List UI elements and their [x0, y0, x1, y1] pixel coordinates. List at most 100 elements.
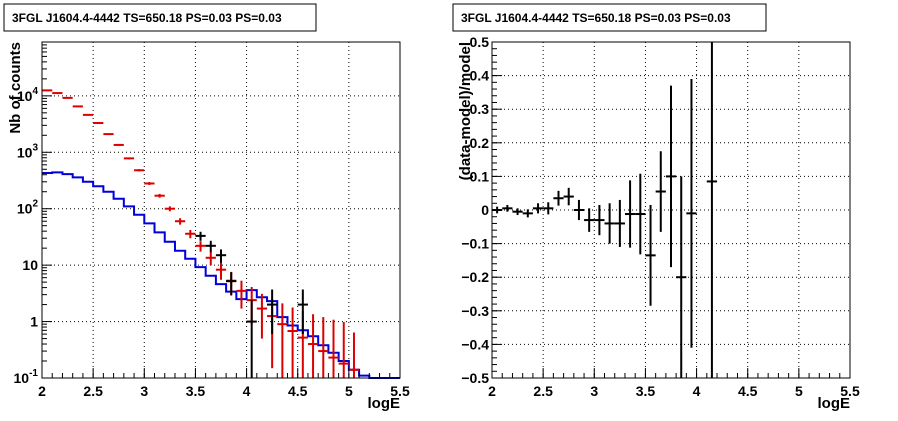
residual-point: [532, 203, 544, 214]
left-x-tick-label: 3.5: [186, 383, 206, 399]
residual-point: [686, 78, 697, 348]
red-point: [103, 133, 114, 136]
red-point: [338, 322, 349, 378]
red-point: [113, 143, 124, 146]
left-x-tick-label: 4.5: [288, 383, 308, 399]
data-point: [226, 272, 237, 296]
residual-point: [635, 173, 646, 255]
residual-point: [604, 203, 615, 244]
residual-point: [614, 199, 625, 247]
right-y-tick-label: 0: [481, 202, 489, 218]
right-y-tick-label: −0.5: [461, 370, 489, 386]
red-point: [154, 193, 165, 198]
residual-point: [573, 199, 585, 221]
right-y-axis-title: (data-model)/model: [457, 42, 474, 180]
red-point: [52, 92, 63, 95]
right-panel: 3FGL J1604.4-4442 TS=650.18 PS=0.03 PS=0…: [452, 3, 860, 412]
right-x-tick-label: 3: [590, 383, 598, 399]
data-point: [297, 289, 308, 335]
red-point: [82, 113, 94, 116]
red-point: [123, 157, 135, 160]
red-point: [328, 319, 339, 378]
data-point: [205, 240, 216, 253]
right-y-tick-label: −0.3: [461, 303, 489, 319]
left-data-points: [195, 231, 308, 378]
data-point: [267, 289, 278, 335]
right-y-tick-label: 0.1: [470, 168, 490, 184]
right-y-tick-label: −0.1: [461, 236, 489, 252]
red-point: [93, 122, 104, 125]
residual-point: [594, 204, 605, 236]
residual-point: [665, 85, 677, 268]
red-point: [215, 262, 227, 280]
data-point: [195, 231, 206, 241]
left-x-axis-title: logE: [368, 395, 401, 412]
right-y-tick-label: 0.3: [470, 101, 490, 117]
right-grid: [492, 42, 850, 378]
left-grid: [42, 42, 400, 378]
red-point: [72, 105, 83, 108]
right-y-tick-label: −0.2: [461, 269, 489, 285]
residual-point: [655, 151, 666, 232]
red-point: [195, 241, 206, 252]
right-x-tick-label: 4: [693, 383, 701, 399]
left-x-tick-label: 2: [38, 383, 46, 399]
left-y-tick-label: 103: [17, 142, 39, 160]
red-point: [144, 182, 155, 186]
right-x-tick-label: 2: [488, 383, 496, 399]
red-point: [42, 89, 53, 92]
left-axes: [41, 41, 401, 379]
residual-point: [584, 208, 595, 232]
right-y-tick-label: 0.2: [470, 135, 490, 151]
red-point: [256, 293, 268, 339]
left-chart-title: 3FGL J1604.4-4442 TS=650.18 PS=0.03 PS=0…: [12, 11, 282, 25]
right-y-tick-label: 0.4: [470, 68, 490, 84]
red-point: [62, 96, 73, 99]
residual-point: [676, 176, 687, 378]
right-residual-points: [492, 42, 718, 378]
left-x-tick-labels: 2 2.5 3 3.5 4 4.5 5 5.5: [38, 383, 410, 399]
red-point: [185, 229, 196, 239]
left-plot-frame: [41, 41, 401, 379]
red-point: [174, 218, 186, 225]
red-point: [205, 251, 216, 266]
left-x-tick-label: 5.5: [390, 383, 410, 399]
right-x-tick-labels: 2 2.5 3 3.5 4 4.5 5 5.5: [488, 383, 860, 399]
right-x-tick-label: 5.5: [840, 383, 860, 399]
left-y-axis-title: Nb of counts: [7, 42, 24, 134]
right-axes: [491, 41, 851, 379]
left-y-tick-label: 104: [17, 86, 39, 104]
residual-point: [553, 190, 564, 206]
red-point: [236, 280, 247, 309]
residual-point: [706, 42, 718, 378]
red-point: [307, 314, 319, 378]
right-y-tick-label: 0.5: [470, 34, 490, 50]
right-x-tick-label: 3.5: [636, 383, 656, 399]
right-y-tick-labels: −0.5 −0.4 −0.3 −0.2 −0.1 0 0.1 0.2 0.3 0.4 0.5: [461, 34, 489, 386]
left-x-tick-label: 5: [345, 383, 353, 399]
red-point: [287, 307, 298, 378]
left-panel: 3FGL J1604.4-4442 TS=650.18 PS=0.03 PS=0…: [3, 3, 410, 412]
residual-point: [502, 204, 513, 212]
left-y-tick-label: 10: [22, 257, 38, 273]
left-y-tick-label: 102: [17, 199, 39, 217]
right-y-tick-label: −0.4: [461, 336, 489, 352]
left-y-tick-label: 10-1: [14, 368, 39, 386]
data-point: [215, 249, 227, 263]
red-point: [134, 169, 145, 172]
residual-point: [512, 208, 523, 216]
residual-point: [645, 204, 656, 306]
red-point: [277, 303, 288, 378]
right-x-tick-label: 5: [795, 383, 803, 399]
residual-point: [543, 202, 554, 215]
left-y-tick-label: 1: [30, 314, 38, 330]
left-x-tick-label: 3: [140, 383, 148, 399]
red-point: [348, 332, 360, 378]
left-x-tick-label: 2.5: [83, 383, 103, 399]
right-chart-title: 3FGL J1604.4-4442 TS=650.18 PS=0.03 PS=0…: [461, 11, 731, 25]
data-point: [246, 300, 257, 378]
residual-point: [522, 209, 533, 218]
residual-point: [563, 187, 574, 206]
right-x-tick-label: 2.5: [533, 383, 553, 399]
